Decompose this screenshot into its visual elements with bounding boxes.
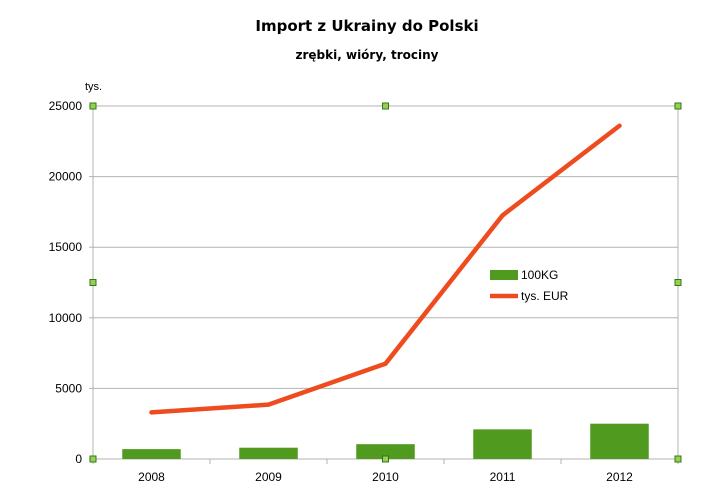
legend-swatch-100kg [490, 270, 518, 280]
legend-label-eur: tys. EUR [521, 289, 569, 303]
selection-handles[interactable] [89, 102, 682, 463]
bar-2012 [590, 423, 649, 459]
y-tick-label: 20000 [49, 170, 83, 184]
legend: 100KG tys. EUR [490, 268, 569, 303]
chart-title: Import z Ukrainy do Polski [255, 17, 478, 35]
x-tick-label: 2009 [255, 470, 282, 484]
resize-handle[interactable] [674, 279, 682, 286]
gridlines [92, 105, 679, 460]
resize-handle[interactable] [89, 455, 97, 463]
y-tick-label: 15000 [49, 240, 83, 254]
resize-handle[interactable] [89, 279, 97, 286]
legend-label-100kg: 100KG [521, 268, 558, 282]
x-tick-label: 2011 [490, 470, 516, 484]
y-tick-label: 5000 [55, 381, 82, 395]
resize-handle[interactable] [382, 102, 389, 110]
resize-handle[interactable] [674, 102, 682, 110]
x-tick-label: 2008 [138, 470, 165, 484]
x-axis-ticks: 2008 2009 2010 2011 2012 [92, 459, 679, 484]
resize-handle[interactable] [382, 455, 389, 463]
bar-series [122, 423, 649, 459]
y-tick-label: 0 [75, 452, 82, 466]
y-axis-unit-label: tys. [85, 81, 102, 93]
x-tick-label: 2010 [372, 470, 399, 484]
y-tick-label: 10000 [49, 311, 83, 325]
bar-2010 [356, 444, 415, 459]
resize-handle[interactable] [674, 455, 682, 463]
bar-2011 [473, 429, 532, 459]
y-tick-label: 25000 [49, 99, 83, 113]
chart-subtitle: zrębki, wióry, trociny [296, 48, 439, 62]
y-axis-ticks: 0 5000 10000 15000 20000 25000 [49, 99, 93, 466]
line-series [149, 123, 622, 415]
x-tick-label: 2012 [606, 470, 633, 484]
resize-handle[interactable] [89, 102, 97, 110]
bar-2008 [122, 449, 181, 459]
bar-2009 [239, 447, 298, 459]
